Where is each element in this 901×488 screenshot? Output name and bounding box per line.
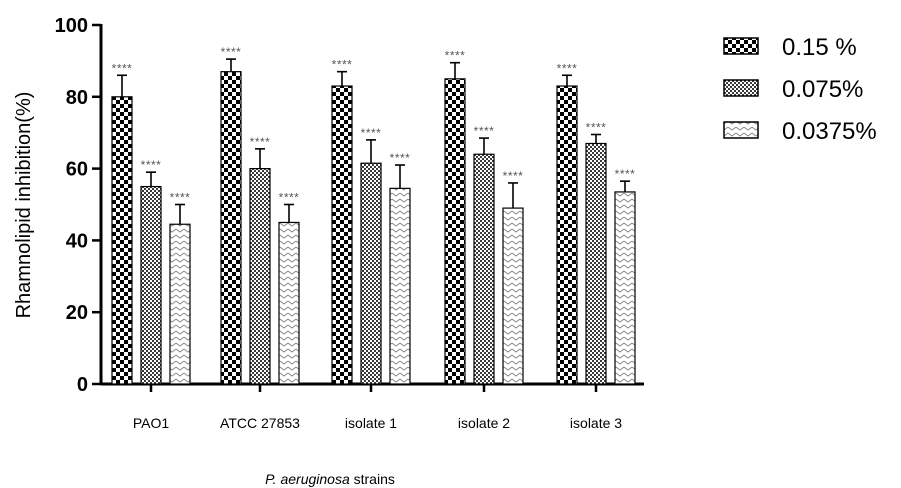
significance-label: **** [557,61,578,75]
significance-label: **** [112,61,133,75]
x-tick-label: isolate 1 [345,415,397,431]
significance-label: **** [279,191,300,205]
x-axis-title: P. aeruginosa strains [265,471,395,487]
y-axis-title: Rhamnolipid inhibition(%) [13,92,35,319]
legend-swatch [723,121,759,139]
bar [278,221,300,385]
bar [389,187,411,385]
y-tick-label: 40 [66,230,88,252]
y-tick-label: 20 [66,302,88,324]
significance-label: **** [250,135,271,149]
significance-label: **** [615,167,636,181]
y-tick-label: 100 [55,15,88,37]
legend-label: 0.075% [782,76,863,103]
significance-label: **** [141,158,162,172]
y-tick-label: 80 [66,87,88,109]
bar [220,71,242,385]
bar [331,85,353,385]
bar [473,153,495,385]
significance-label: **** [586,120,607,134]
x-axis-title-italic: P. aeruginosa [265,471,350,487]
y-tick-label: 0 [77,374,88,396]
significance-label: **** [445,49,466,63]
bar [140,185,162,385]
bars-layer [111,58,636,385]
bar [614,191,636,385]
significance-label: **** [390,151,411,165]
significance-label: **** [221,45,242,59]
legend-swatch [723,37,759,55]
significance-label: **** [361,126,382,140]
bar [360,162,382,385]
y-tick-label: 60 [66,159,88,181]
x-axis-title-rest: strains [350,471,395,487]
x-tick-label: ATCC 27853 [220,415,300,431]
significance-label: **** [332,58,353,72]
x-tick-label: isolate 3 [570,415,622,431]
bar [111,96,133,385]
bar [169,223,191,385]
legend: 0.15 % 0.075% 0.0375% [723,34,877,145]
x-tick-label: isolate 2 [458,415,510,431]
x-tick-label: PAO1 [133,415,170,431]
significance-label: **** [474,124,495,138]
bar [502,207,524,385]
bar [249,168,271,385]
bar [556,85,578,385]
bar [585,142,607,385]
legend-label: 0.15 % [782,34,857,61]
legend-swatch [723,79,759,97]
significance-label: **** [503,169,524,183]
bar [444,78,466,385]
significance-label: **** [170,191,191,205]
labels-layer: 0 20 40 60 80 100 **** **** **** PAO1 **** **** ****… [55,15,636,431]
legend-label: 0.0375% [782,118,877,145]
